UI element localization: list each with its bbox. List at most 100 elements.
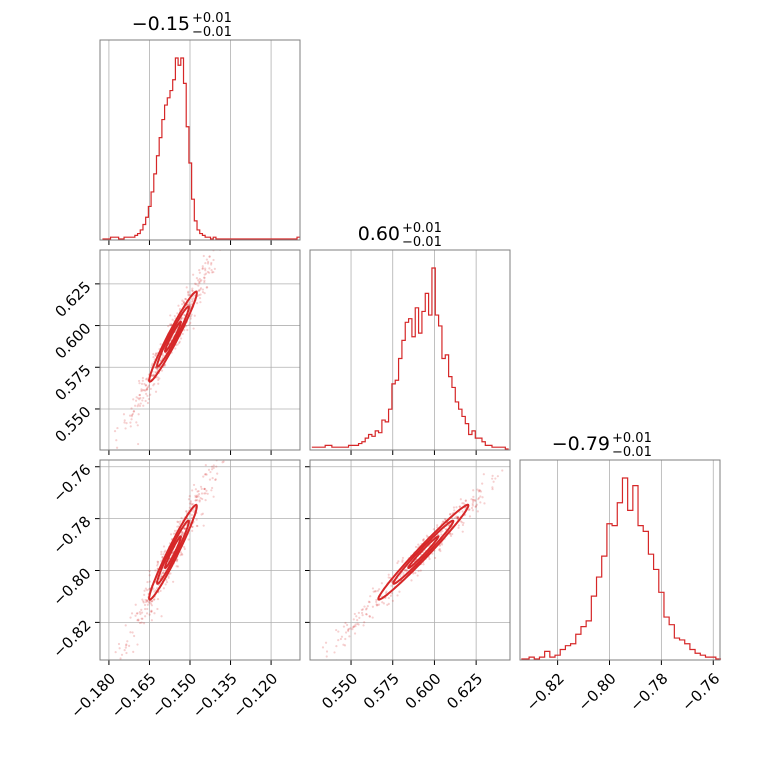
sample-point — [479, 501, 482, 504]
sample-point — [462, 502, 465, 505]
sample-point — [167, 576, 170, 579]
sample-point — [200, 487, 203, 490]
sample-point — [204, 272, 208, 275]
sample-point — [351, 628, 354, 631]
sample-point — [144, 600, 148, 604]
sample-point — [153, 598, 156, 601]
sample-point — [402, 572, 405, 575]
sample-point — [142, 389, 146, 392]
sample-point — [380, 582, 383, 585]
sample-point — [195, 283, 198, 286]
sample-point — [460, 521, 463, 524]
sample-point — [117, 642, 121, 646]
sample-point — [190, 313, 193, 316]
sample-point — [136, 424, 139, 427]
sample-point — [136, 405, 139, 408]
sample-point — [198, 271, 201, 274]
sample-point — [152, 352, 155, 356]
sample-point — [146, 600, 150, 603]
sample-point — [351, 626, 355, 629]
panel-frame — [99, 459, 301, 661]
sample-point — [138, 393, 141, 397]
sample-point — [483, 502, 486, 505]
sample-point — [441, 530, 444, 533]
sample-point — [144, 587, 148, 590]
sample-point — [180, 516, 183, 520]
sample-point — [453, 516, 456, 520]
sample-point — [390, 584, 393, 587]
sample-point — [140, 621, 143, 624]
sample-point — [125, 651, 128, 655]
sample-point — [461, 530, 464, 533]
sample-point — [197, 489, 200, 493]
sample-point — [404, 569, 408, 572]
sample-point — [346, 628, 350, 631]
panel-2-2 — [519, 459, 722, 665]
sample-point — [157, 378, 160, 381]
sample-point — [457, 524, 460, 527]
contour-level-0 — [163, 320, 182, 353]
sample-point — [471, 502, 474, 506]
sample-point — [212, 464, 215, 467]
sample-point — [176, 558, 179, 561]
sample-point — [165, 580, 169, 584]
sample-point — [147, 384, 151, 387]
sample-point — [339, 637, 342, 641]
sample-point — [363, 605, 366, 608]
sample-point — [202, 254, 205, 258]
sample-point — [145, 392, 148, 395]
sample-point — [183, 329, 186, 332]
sample-point — [452, 506, 456, 509]
sample-point — [182, 301, 186, 304]
sample-point — [378, 588, 381, 591]
sample-point — [145, 388, 148, 391]
sample-point — [206, 262, 210, 265]
sample-point — [405, 568, 408, 571]
sample-point — [169, 572, 172, 575]
sample-point — [475, 503, 479, 506]
sample-point — [118, 647, 121, 650]
sample-point — [176, 565, 180, 568]
sample-point — [134, 614, 137, 617]
sample-point — [491, 474, 494, 477]
sample-point — [396, 561, 399, 565]
sample-point — [181, 531, 184, 534]
sample-point — [168, 323, 172, 326]
sample-point — [198, 297, 202, 300]
sample-point — [137, 403, 140, 406]
sample-point — [181, 532, 184, 535]
sample-point — [187, 538, 190, 541]
sample-point — [390, 581, 393, 584]
sample-point — [387, 576, 390, 579]
sample-point — [401, 559, 404, 562]
sample-point — [185, 324, 188, 328]
sample-point — [353, 625, 356, 628]
sample-point — [162, 569, 165, 572]
panel-1-0 — [95, 249, 301, 455]
sample-point — [356, 622, 359, 625]
sample-point — [195, 495, 198, 498]
sample-point — [144, 598, 147, 602]
x-tick-label-1-3: 0.625 — [443, 670, 486, 713]
sample-point — [156, 376, 159, 379]
sample-point — [342, 625, 346, 628]
sample-point — [198, 277, 201, 281]
sample-point — [134, 399, 138, 402]
contour-level-1 — [392, 519, 455, 585]
sample-point — [191, 502, 195, 506]
sample-point — [422, 538, 425, 541]
sample-point — [148, 613, 151, 616]
sample-point — [142, 600, 145, 603]
sample-point — [175, 565, 178, 568]
sample-point — [205, 258, 208, 261]
y-tick-label-1-0: 0.550 — [51, 403, 94, 446]
sample-point — [137, 397, 140, 400]
sample-point — [414, 545, 418, 549]
sample-point — [506, 453, 508, 455]
sample-point — [154, 354, 157, 357]
sample-point — [365, 607, 368, 610]
sample-point — [399, 575, 402, 578]
sample-point — [122, 413, 126, 416]
sample-point — [212, 270, 215, 274]
sample-point — [132, 634, 136, 638]
